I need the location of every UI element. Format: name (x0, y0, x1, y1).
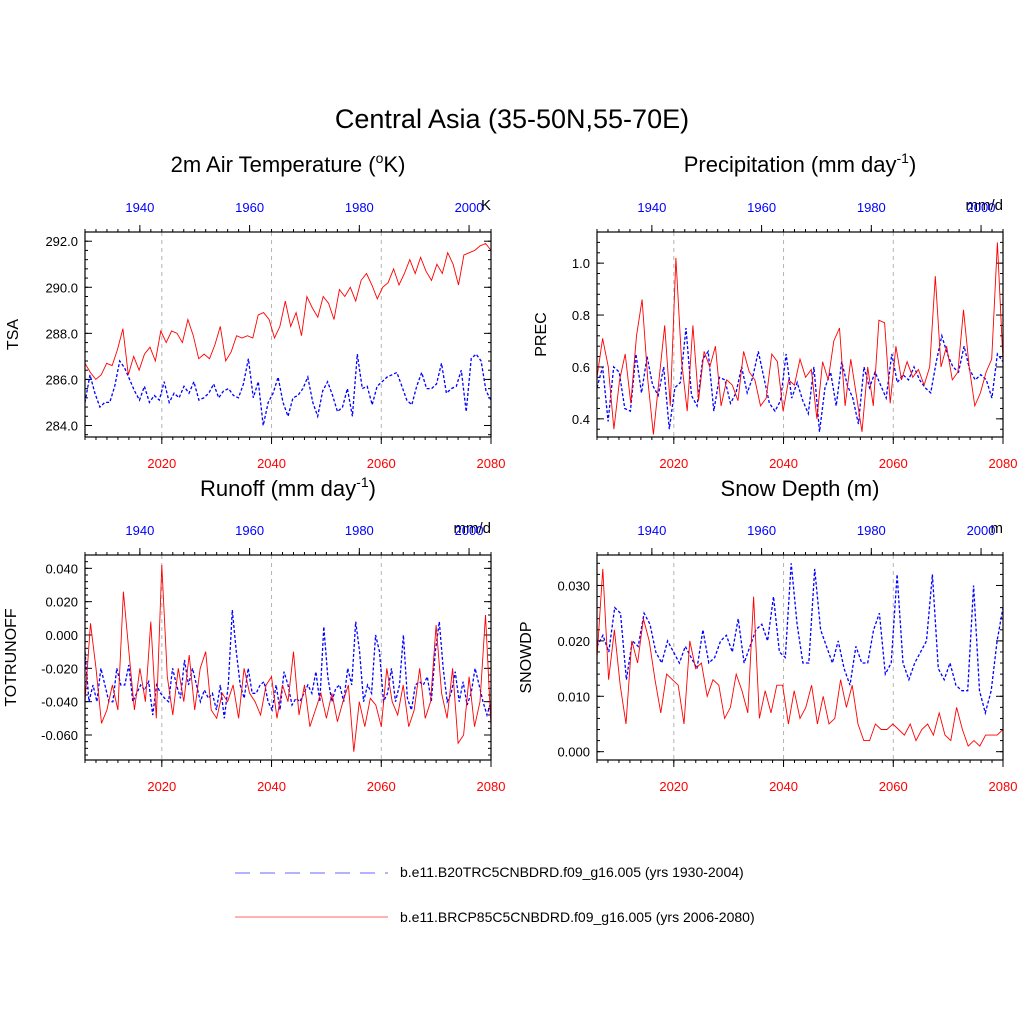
panel2-units-label: mm/d (966, 197, 1004, 214)
legend: b.e11.B20TRC5CNBDRD.f09_g16.005 (yrs 193… (235, 864, 755, 925)
panel3-y-tick-label: -0.020 (41, 661, 78, 676)
panel3-top-tick-label: 1980 (345, 523, 374, 538)
panel2-top-tick-label: 1940 (637, 200, 666, 215)
panel2-bottom-tick-label: 2080 (989, 456, 1018, 471)
panel1-units-label: K (481, 197, 491, 214)
panel4-y-tick-label: 0.000 (557, 745, 590, 760)
panel1-y-tick-label: 284.0 (45, 418, 78, 433)
panel4-bottom-tick-label: 2020 (659, 779, 688, 794)
panel3-frame (84, 554, 492, 761)
panel4-future-series (597, 568, 1003, 747)
panel3-y-axis-label: TOTRUNOFF (3, 608, 20, 707)
panel2-y-tick-label: 0.4 (572, 412, 590, 427)
panel4-y-axis-label: SNOWDP (518, 622, 535, 694)
panel1-y-tick-label: 292.0 (45, 234, 78, 249)
panel3-future-series (85, 564, 491, 752)
panel2-y-tick-label: 0.8 (572, 308, 590, 323)
panel3-y-tick-label: 0.040 (45, 561, 78, 576)
panel4-bottom-tick-label: 2060 (879, 779, 908, 794)
panel2-bottom-tick-label: 2040 (769, 456, 798, 471)
panel2-top-tick-label: 1960 (747, 200, 776, 215)
panel1-bottom-tick-label: 2020 (147, 456, 176, 471)
panel2-y-tick-label: 1.0 (572, 256, 590, 271)
panel1-bottom-tick-label: 2080 (477, 456, 506, 471)
figure-title: Central Asia (35-50N,55-70E) (335, 104, 689, 134)
legend-future-label: b.e11.BRCP85C5CNBDRD.f09_g16.005 (yrs 20… (400, 909, 755, 925)
panel3-top-tick-label: 1940 (125, 523, 154, 538)
panel2-future-series (597, 242, 1003, 435)
panel2-y-axis-label: PREC (533, 312, 550, 356)
panel3-top-tick-label: 2000 (455, 523, 484, 538)
panel2-frame (596, 231, 1004, 438)
panel4-y-tick-label: 0.010 (557, 689, 590, 704)
panel4-y-tick-label: 0.030 (557, 578, 590, 593)
panel4-frame (596, 554, 1004, 761)
panel3-y-tick-label: -0.060 (41, 728, 78, 743)
panel4-y-tick-label: 0.020 (557, 634, 590, 649)
panel1-frame (84, 231, 492, 438)
panel4-top-tick-label: 1940 (637, 523, 666, 538)
panel4-historical-series (597, 563, 1003, 716)
panel1-bottom-tick-label: 2060 (367, 456, 396, 471)
panel4-title: Snow Depth (m) (721, 476, 880, 501)
panel1: 2m Air Temperature (oK) K TSA 292.0 290.0 288… (5, 150, 505, 471)
panel2-bottom-tick-label: 2060 (879, 456, 908, 471)
panel4: Snow Depth (m) m SNOWDP 0.030 0.020 0.010 0.00… (518, 476, 1017, 794)
panel4-units-label: m (991, 520, 1004, 537)
panel3-title: Runoff (mm day-1) (200, 474, 376, 501)
panel1-historical-series (85, 353, 491, 426)
panel1-top-tick-label: 1980 (345, 200, 374, 215)
panel4-bottom-tick-label: 2040 (769, 779, 798, 794)
panel3-y-tick-label: 0.020 (45, 595, 78, 610)
panel3-bottom-tick-label: 2080 (477, 779, 506, 794)
panel1-future-series (85, 242, 491, 381)
panel2-top-tick-label: 2000 (967, 200, 996, 215)
panel1-title: 2m Air Temperature (oK) (171, 150, 406, 177)
panel3-bottom-tick-label: 2040 (257, 779, 286, 794)
panel1-top-tick-label: 1940 (125, 200, 154, 215)
panel2-top-tick-label: 1980 (857, 200, 886, 215)
panel3-bottom-tick-label: 2060 (367, 779, 396, 794)
panel4-top-tick-label: 1960 (747, 523, 776, 538)
panel1-y-tick-label: 286.0 (45, 372, 78, 387)
panel1-bottom-tick-label: 2040 (257, 456, 286, 471)
panel3-y-tick-label: 0.000 (45, 628, 78, 643)
panel2: Precipitation (mm day-1) mm/d PREC 1.0 0.8 0.… (533, 150, 1017, 471)
panel2-bottom-tick-label: 2020 (659, 456, 688, 471)
panel4-bottom-tick-label: 2080 (989, 779, 1018, 794)
panel3-y-tick-label: -0.040 (41, 695, 78, 710)
panel3-top-tick-label: 1960 (235, 523, 264, 538)
panel1-y-axis-label: TSA (5, 319, 22, 350)
panel2-title: Precipitation (mm day-1) (684, 150, 917, 177)
panel4-top-tick-label: 2000 (967, 523, 996, 538)
panel1-top-tick-label: 1960 (235, 200, 264, 215)
legend-historical-label: b.e11.B20TRC5CNBDRD.f09_g16.005 (yrs 193… (400, 864, 744, 880)
panel1-y-tick-label: 290.0 (45, 280, 78, 295)
panel1-y-tick-label: 288.0 (45, 326, 78, 341)
panel1-top-tick-label: 2000 (455, 200, 484, 215)
panel3-units-label: mm/d (454, 520, 492, 537)
panel4-top-tick-label: 1980 (857, 523, 886, 538)
panel3-historical-series (85, 609, 491, 719)
panel3-bottom-tick-label: 2020 (147, 779, 176, 794)
panel2-y-tick-label: 0.6 (572, 360, 590, 375)
panel3: Runoff (mm day-1) mm/d TOTRUNOFF 0.040 0.020… (3, 474, 505, 794)
panel2-historical-series (597, 327, 1003, 432)
